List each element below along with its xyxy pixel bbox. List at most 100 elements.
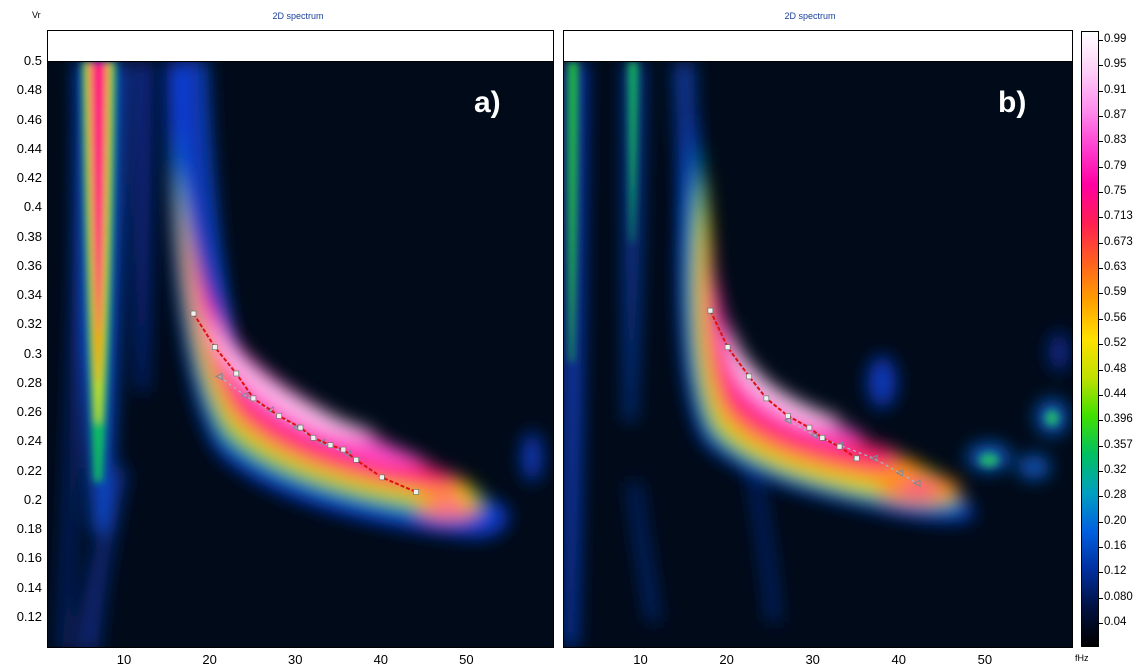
x-tick-label: 10 xyxy=(116,652,132,667)
x-tick-label: 40 xyxy=(891,652,907,667)
picked-point xyxy=(746,373,752,380)
secondary-point xyxy=(266,406,275,414)
picked-dispersion-line xyxy=(192,313,417,493)
secondary-point xyxy=(783,416,792,425)
colorbar-tick-mark xyxy=(1099,141,1103,143)
picked-point xyxy=(763,395,770,402)
colorbar-tick-mark xyxy=(1099,90,1103,92)
y-tick-label: 0.34 xyxy=(16,287,42,302)
colorbar-tick-mark xyxy=(1099,116,1103,118)
colorbar-tick-mark xyxy=(1099,192,1103,194)
colorbar-tick-label: 0.080 xyxy=(1104,590,1133,603)
colorbar-tick-label: 0.12 xyxy=(1104,565,1127,578)
colorbar-tick-mark xyxy=(1099,166,1103,168)
colorbar xyxy=(1081,31,1099,647)
panel-a-spectrum xyxy=(48,62,553,647)
colorbar-tick-mark xyxy=(1099,394,1103,396)
picked-point xyxy=(327,442,334,448)
colorbar-tick-label: 0.396 xyxy=(1104,413,1133,426)
picked-point xyxy=(853,455,860,462)
panel-b-label: b) xyxy=(998,86,1027,119)
picked-point xyxy=(819,435,826,441)
picked-point xyxy=(250,395,257,402)
y-tick-label: 0.22 xyxy=(16,462,42,478)
colorbar-tick-label: 0.99 xyxy=(1104,33,1127,45)
y-tick-label: 0.28 xyxy=(16,374,42,390)
y-tick-label: 0.12 xyxy=(16,608,42,624)
y-tick-label: 0.38 xyxy=(16,228,42,244)
x-tick-label: 50 xyxy=(977,652,993,667)
picked-point xyxy=(353,456,359,463)
secondary-point xyxy=(869,454,878,463)
y-tick-label: 0.2 xyxy=(23,491,42,507)
y-tick-label: 0.14 xyxy=(16,579,42,595)
colorbar-tick-mark xyxy=(1099,268,1103,270)
y-tick-label: 0.24 xyxy=(16,433,42,449)
secondary-point xyxy=(912,479,921,488)
x-tick-label: 20 xyxy=(202,652,217,667)
picked-point xyxy=(297,424,304,431)
x-axis-unit: fHz xyxy=(1075,653,1089,663)
colorbar-gradient xyxy=(1082,32,1098,646)
colorbar-tick-mark xyxy=(1099,318,1103,320)
colorbar-tick-mark xyxy=(1099,242,1103,244)
y-tick-label: 0.32 xyxy=(16,316,42,332)
secondary-dispersion-line xyxy=(218,375,348,455)
colorbar-tick-label: 0.713 xyxy=(1104,210,1133,223)
y-tick-label: 0.42 xyxy=(16,170,42,185)
colorbar-tick-label: 0.357 xyxy=(1104,438,1133,451)
panel-b-plot: b) xyxy=(563,61,1073,648)
picked-point xyxy=(707,307,714,314)
colorbar-tick-mark xyxy=(1099,65,1103,67)
colorbar-tick-mark xyxy=(1099,217,1103,219)
x-tick-label: 20 xyxy=(719,652,734,667)
panel-a-label: a) xyxy=(474,86,501,119)
panel-a-plot: a) xyxy=(47,61,554,648)
picked-point xyxy=(413,489,419,495)
panel-b-title: 2D spectrum xyxy=(784,11,836,21)
y-tick-label: 0.36 xyxy=(16,257,42,273)
picked-point xyxy=(190,310,197,317)
panel-b-spectrum xyxy=(564,62,1072,647)
colorbar-tick-label: 0.52 xyxy=(1104,337,1127,350)
x-tick-label: 50 xyxy=(459,652,474,667)
picked-point xyxy=(310,435,317,441)
colorbar-tick-label: 0.20 xyxy=(1104,514,1127,527)
panel-b-header-band xyxy=(563,30,1073,62)
picked-point xyxy=(785,413,791,419)
colorbar-tick-label: 0.87 xyxy=(1104,109,1127,122)
picked-point xyxy=(212,344,218,350)
colorbar-tick-label: 0.04 xyxy=(1104,616,1127,628)
y-axis-unit: Vr xyxy=(32,10,41,20)
secondary-point xyxy=(809,431,818,439)
colorbar-tick-mark xyxy=(1099,445,1103,447)
y-tick-label: 0.4 xyxy=(23,199,42,215)
picked-point xyxy=(806,424,813,431)
y-tick-label: 0.18 xyxy=(16,521,42,536)
colorbar-tick-label: 0.95 xyxy=(1104,58,1127,71)
colorbar-tick-label: 0.673 xyxy=(1104,235,1133,248)
colorbar-tick-label: 0.32 xyxy=(1104,463,1127,476)
picked-point xyxy=(724,344,731,350)
x-tick-label: 10 xyxy=(633,652,648,667)
colorbar-tick-label: 0.48 xyxy=(1104,362,1127,375)
colorbar-tick-mark xyxy=(1099,546,1103,548)
colorbar-tick-mark xyxy=(1099,344,1103,346)
secondary-point xyxy=(215,372,223,381)
colorbar-tick-mark xyxy=(1099,470,1103,472)
colorbar-tick-label: 0.83 xyxy=(1104,134,1127,147)
colorbar-tick-mark xyxy=(1099,572,1103,574)
x-tick-label: 30 xyxy=(805,652,820,667)
secondary-point xyxy=(895,469,904,477)
picked-point xyxy=(233,370,240,377)
panel-a-header-band xyxy=(47,30,554,62)
colorbar-tick-label: 0.16 xyxy=(1104,539,1127,552)
y-tick-label: 0.3 xyxy=(23,345,42,361)
panel-a-title: 2D spectrum xyxy=(272,11,324,21)
secondary-point xyxy=(240,391,249,400)
y-tick-label: 0.26 xyxy=(16,404,42,419)
colorbar-tick-label: 0.28 xyxy=(1104,489,1127,502)
y-tick-label: 0.5 xyxy=(23,53,42,68)
y-tick-label: 0.44 xyxy=(16,140,42,156)
colorbar-tick-label: 0.56 xyxy=(1104,311,1127,324)
